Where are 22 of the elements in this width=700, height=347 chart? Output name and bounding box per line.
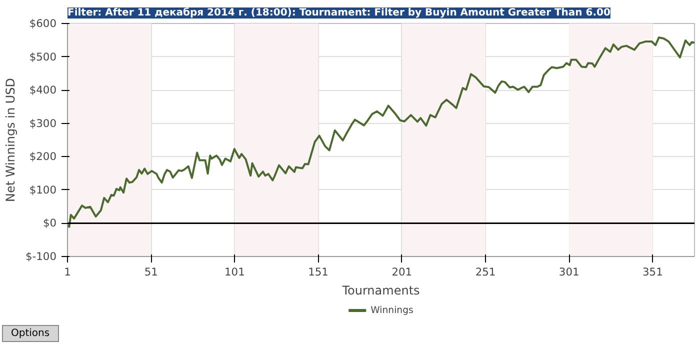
y-tick-label: $200 [29, 150, 57, 164]
x-tick-label: 101 [224, 266, 245, 278]
x-tick-label: 251 [475, 266, 496, 278]
x-tick-label: 151 [308, 266, 328, 278]
x-tick-label: 1 [64, 266, 71, 278]
y-tick-label: $300 [29, 116, 57, 130]
y-tick-label: $600 [29, 17, 57, 30]
y-tick-label: $-100 [26, 250, 57, 263]
legend-label: Winnings [370, 304, 414, 316]
y-tick-label: $0 [42, 216, 57, 230]
text: Options [2, 325, 59, 342]
y-tick-label: $100 [29, 183, 57, 196]
x-axis-title: Tournaments [341, 284, 420, 298]
x-tick-label: 351 [642, 266, 663, 278]
x-tick-label: 301 [558, 266, 580, 278]
y-axis-title: Net Winnings in USD [4, 78, 18, 202]
line-series [68, 36, 694, 228]
y-tick-label: $500 [29, 50, 57, 64]
x-tick-label: 51 [144, 266, 158, 278]
chart-title: Filter: After 11 декабря 2014 г. (18:00): Tournament: Filter by Buyin Amount Greater Than 6.00 [68, 8, 610, 18]
x-tick-label: 201 [392, 266, 412, 278]
y-tick-label: $400 [29, 84, 57, 97]
